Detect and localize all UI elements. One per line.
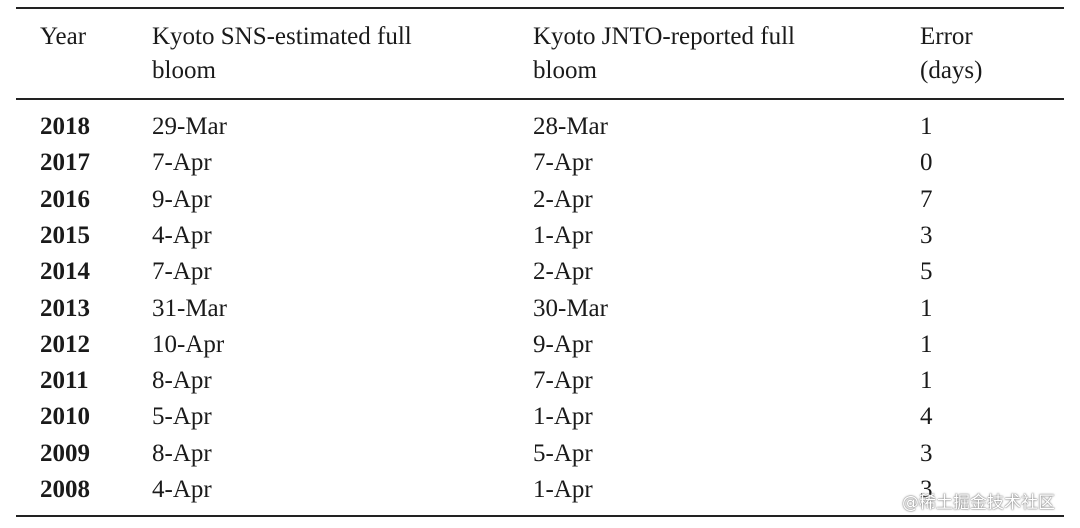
- error-cell: 0: [920, 149, 933, 177]
- year-cell: 2009: [40, 439, 90, 467]
- error-cell: 1: [920, 367, 933, 395]
- error-cell: 3: [920, 476, 933, 503]
- year-cell: 2011: [40, 367, 89, 395]
- error-cell: 3: [920, 221, 933, 249]
- sns-date-cell: 29-Mar: [152, 113, 227, 140]
- jnto-date-cell: 1-Apr: [533, 403, 593, 431]
- sns-date-cell: 9-Apr: [152, 185, 212, 213]
- jnto-date-cell: 5-Apr: [533, 439, 593, 467]
- sns-date-cell: 7-Apr: [152, 149, 212, 177]
- year-cell: 2010: [40, 403, 90, 431]
- error-cell: 3: [920, 439, 933, 467]
- watermark: @稀土掘金技术社区: [902, 493, 1055, 513]
- sns-date-cell: 31-Mar: [152, 294, 227, 322]
- sns-date-cell: 8-Apr: [152, 367, 212, 395]
- sns-date-cell: 7-Apr: [152, 258, 212, 286]
- error-cell: 4: [920, 403, 933, 431]
- sns-date-cell: 5-Apr: [152, 403, 212, 431]
- top-rule: [16, 7, 1064, 9]
- sns-date-cell: 4-Apr: [152, 221, 212, 249]
- jnto-date-cell: 1-Apr: [533, 476, 593, 503]
- year-cell: 2008: [40, 476, 90, 503]
- error-cell: 1: [920, 113, 933, 140]
- error-cell: 7: [920, 185, 933, 213]
- error-cell: 1: [920, 294, 933, 322]
- sns-date-cell: 10-Apr: [152, 330, 225, 358]
- header-rule: [16, 98, 1064, 100]
- year-cell: 2014: [40, 258, 90, 286]
- header-cell: Kyoto JNTO-reported full bloom: [533, 23, 795, 84]
- header-cell: Error (days): [920, 23, 983, 84]
- year-cell: 2018: [40, 113, 90, 140]
- year-cell: 2016: [40, 185, 90, 213]
- jnto-date-cell: 1-Apr: [533, 221, 593, 249]
- error-cell: 1: [920, 330, 933, 358]
- bottom-rule: [16, 515, 1064, 517]
- jnto-date-cell: 28-Mar: [533, 113, 608, 140]
- year-cell: 2017: [40, 149, 90, 177]
- jnto-date-cell: 7-Apr: [533, 149, 593, 177]
- year-cell: 2013: [40, 294, 90, 322]
- header-cell: Kyoto SNS-estimated full bloom: [152, 23, 412, 84]
- jnto-date-cell: 2-Apr: [533, 258, 593, 286]
- header-cell: Year: [40, 23, 87, 50]
- jnto-date-cell: 30-Mar: [533, 294, 608, 322]
- year-cell: 2015: [40, 221, 90, 249]
- error-cell: 5: [920, 258, 933, 286]
- year-cell: 2012: [40, 330, 90, 358]
- jnto-date-cell: 2-Apr: [533, 185, 593, 213]
- jnto-date-cell: 7-Apr: [533, 367, 593, 395]
- sns-date-cell: 4-Apr: [152, 476, 212, 503]
- jnto-date-cell: 9-Apr: [533, 330, 593, 358]
- sns-date-cell: 8-Apr: [152, 439, 212, 467]
